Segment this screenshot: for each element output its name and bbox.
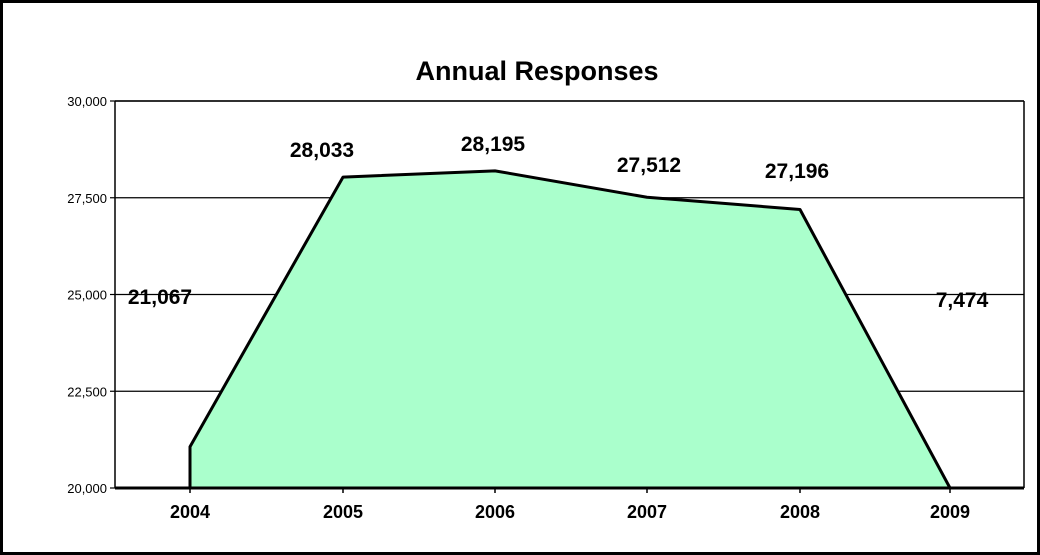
- area-series-line: [188, 169, 952, 489]
- x-tick-label: 2008: [780, 502, 820, 522]
- y-tick-label: 25,000: [67, 288, 107, 303]
- data-label: 27,512: [617, 154, 681, 177]
- data-label: 28,195: [461, 133, 526, 156]
- y-tick-label: 27,500: [67, 191, 107, 206]
- x-tick-label: 2005: [323, 502, 363, 522]
- data-label: 27,196: [765, 160, 829, 183]
- chart-title: Annual Responses: [415, 56, 658, 86]
- y-tick-label: 30,000: [67, 94, 107, 109]
- area-fill: [190, 170, 950, 488]
- x-tick-label: 2004: [170, 502, 210, 522]
- y-axis-ticks: 20,000 22,500 25,000 27,500 30,000: [67, 94, 115, 496]
- y-tick-label: 20,000: [67, 481, 107, 496]
- data-label: 7,474: [936, 289, 989, 312]
- area-series: [188, 169, 952, 489]
- x-axis-ticks: 2004 2005 2006 2007 2008 2009: [170, 488, 970, 522]
- data-label: 21,067: [128, 286, 192, 309]
- data-labels: 21,067 28,033 28,195 27,512 27,196 7,474: [128, 133, 989, 312]
- x-tick-label: 2009: [930, 502, 970, 522]
- x-tick-label: 2006: [475, 502, 515, 522]
- data-label: 28,033: [290, 139, 354, 162]
- x-tick-label: 2007: [627, 502, 667, 522]
- y-tick-label: 22,500: [67, 384, 107, 399]
